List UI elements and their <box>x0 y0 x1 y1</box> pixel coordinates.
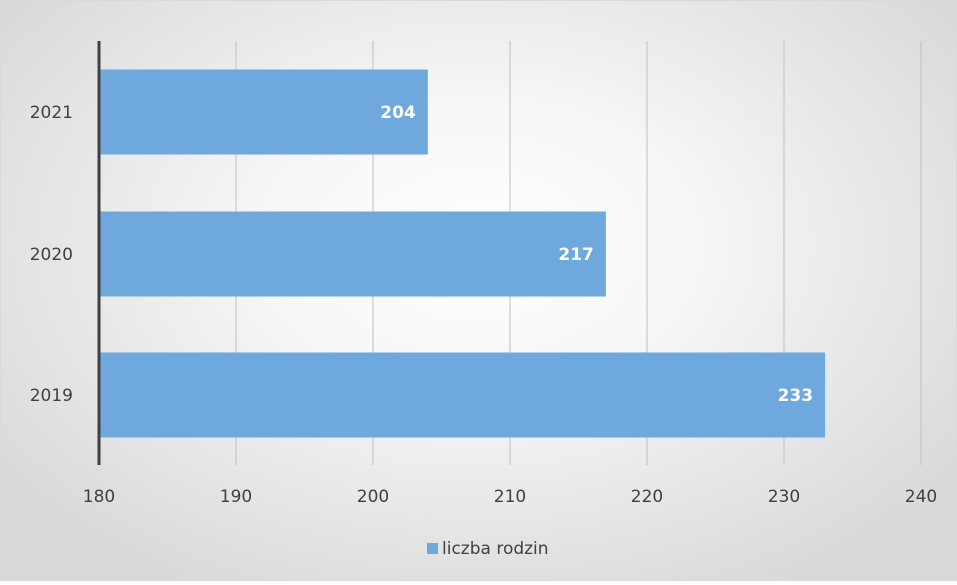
data-label-2019: 233 <box>778 386 814 406</box>
category-label-2019: 2019 <box>30 386 73 406</box>
x-tick-label: 230 <box>768 487 800 507</box>
data-label-2021: 204 <box>380 103 416 123</box>
legend-swatch <box>427 543 438 554</box>
x-tick-label: 220 <box>631 487 663 507</box>
x-tick-label: 180 <box>83 487 115 507</box>
x-tick-label: 200 <box>357 487 389 507</box>
data-label-2020: 217 <box>558 245 594 265</box>
bar-2021 <box>99 69 428 155</box>
category-label-2020: 2020 <box>30 245 73 265</box>
x-tick-label: 240 <box>905 487 937 507</box>
legend-label: liczba rodzin <box>442 539 549 559</box>
x-tick-label: 210 <box>494 487 526 507</box>
category-label-2021: 2021 <box>30 103 73 123</box>
x-tick-label: 190 <box>220 487 252 507</box>
bar-2019 <box>99 352 826 438</box>
bar-2020 <box>99 211 606 297</box>
